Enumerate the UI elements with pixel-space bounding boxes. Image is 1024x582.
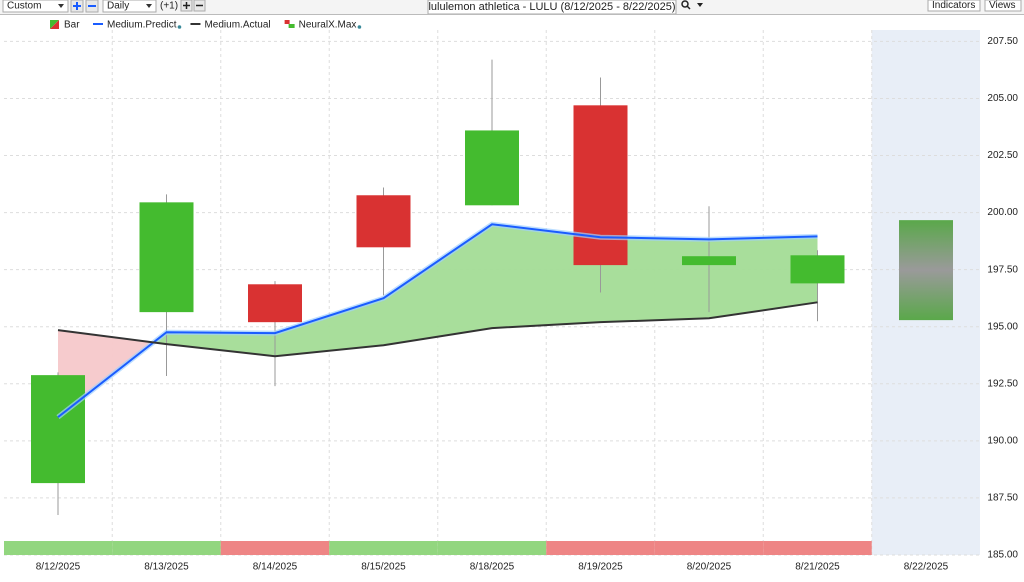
y-tick-label: 197.50	[987, 264, 1018, 275]
band-fill	[709, 236, 818, 319]
signal-band	[763, 541, 872, 555]
candle-body	[31, 375, 85, 484]
candle-body	[465, 130, 519, 206]
signal-band	[4, 541, 113, 555]
legend-icon	[50, 20, 59, 29]
signal-band	[654, 541, 764, 555]
candle-body	[682, 256, 736, 266]
signal-band	[437, 541, 547, 555]
legend-label: Medium.Actual	[204, 20, 270, 31]
candle-body	[573, 105, 628, 266]
y-tick-label: 205.00	[987, 93, 1018, 104]
plus-icon	[183, 2, 190, 9]
interval-select[interactable]	[102, 0, 157, 13]
views-button[interactable]	[984, 0, 1022, 12]
search-icon-handle	[686, 5, 691, 10]
indicators-button[interactable]	[927, 0, 981, 12]
plus-icon	[73, 2, 81, 10]
line	[57, 301, 818, 358]
signal-band	[220, 541, 330, 555]
offset-label: (+1)	[160, 1, 178, 12]
x-tick-label: 8/20/2025	[687, 562, 732, 573]
x-tick-label: 8/18/2025	[470, 562, 515, 573]
indicators-label: Indicators	[932, 0, 975, 11]
candle-body	[790, 255, 845, 284]
x-tick-label: 8/22/2025	[904, 562, 949, 573]
y-tick-label: 195.00	[987, 321, 1018, 332]
band-fill	[492, 224, 601, 329]
views-label: Views	[989, 0, 1016, 11]
candle-body	[248, 284, 302, 323]
x-tick-label: 8/21/2025	[795, 562, 840, 573]
signal-band	[112, 541, 221, 555]
neuralx-range	[899, 220, 953, 321]
period-label: Custom	[7, 1, 41, 12]
line	[57, 223, 818, 418]
chart-title: lululemon athletica - LULU (8/12/2025 - …	[428, 1, 675, 13]
y-tick-label: 207.50	[987, 36, 1018, 47]
dropdown-arrow	[58, 4, 64, 8]
legend-dot	[357, 25, 362, 29]
candle-body	[139, 202, 194, 313]
legend-icon	[288, 24, 295, 28]
y-tick-label: 200.00	[987, 207, 1018, 218]
x-tick-label: 8/15/2025	[361, 562, 406, 573]
interval-label: Daily	[107, 1, 129, 12]
band-fill	[166, 332, 275, 357]
legend-icon	[284, 20, 290, 24]
y-tick-label: 185.00	[987, 550, 1018, 561]
y-tick-label: 192.50	[987, 378, 1018, 389]
period-select[interactable]	[2, 0, 69, 13]
y-tick-label: 190.00	[987, 436, 1018, 447]
band-fill	[275, 298, 384, 357]
dropdown-arrow	[146, 4, 152, 8]
x-tick-label: 8/19/2025	[578, 562, 623, 573]
search-icon[interactable]	[681, 0, 689, 8]
y-tick-label: 202.50	[987, 150, 1018, 161]
legend-label: Bar	[64, 20, 80, 31]
x-tick-label: 8/13/2025	[144, 562, 189, 573]
legend-label: NeuralX.Max	[299, 20, 357, 31]
dropdown-arrow[interactable]	[697, 3, 703, 7]
candle-body	[356, 195, 411, 248]
y-tick-label: 187.50	[987, 493, 1018, 504]
signal-band	[546, 541, 655, 555]
x-tick-label: 8/14/2025	[253, 562, 298, 573]
legend-label: Medium.Predict	[107, 20, 177, 31]
x-tick-label: 8/12/2025	[36, 562, 81, 573]
band-fill	[600, 237, 709, 323]
band-fill	[383, 224, 492, 346]
legend-dot	[177, 25, 182, 29]
signal-band	[329, 541, 438, 555]
